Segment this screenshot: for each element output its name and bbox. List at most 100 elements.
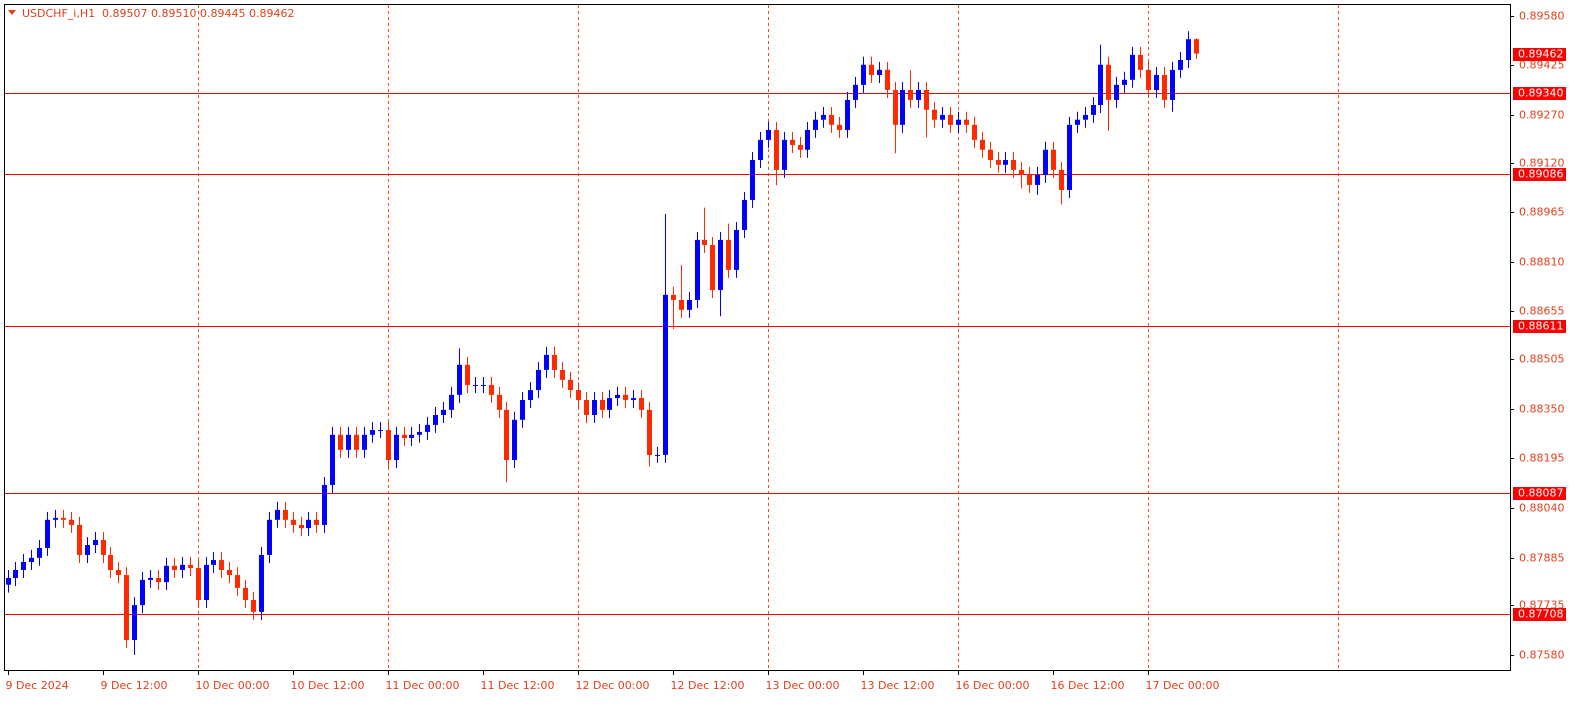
candle-body xyxy=(275,509,280,520)
candle-body xyxy=(1083,114,1088,120)
candle-body xyxy=(702,239,707,245)
candle-body xyxy=(1138,54,1143,70)
candle-body xyxy=(417,431,422,435)
candle-body xyxy=(204,564,209,601)
candle-body xyxy=(433,414,438,425)
candle-body xyxy=(1194,39,1199,54)
candle-body xyxy=(473,384,478,386)
candle-body xyxy=(148,577,153,580)
level-label: 0.89340 xyxy=(1518,87,1564,100)
candle-body xyxy=(267,519,272,555)
candle-body xyxy=(45,519,50,548)
x-tick-label: 11 Dec 00:00 xyxy=(386,679,460,692)
candle-body xyxy=(85,545,90,555)
candle-body xyxy=(766,129,771,140)
candle-body xyxy=(1146,69,1151,91)
x-tick-label: 10 Dec 00:00 xyxy=(196,679,270,692)
y-tick-label: 0.89425 xyxy=(1519,59,1565,72)
candle-body xyxy=(774,129,779,170)
x-tick-label: 12 Dec 12:00 xyxy=(671,679,745,692)
candle-body xyxy=(1059,169,1064,191)
candle-body xyxy=(69,519,74,525)
candle-body xyxy=(861,64,866,85)
candle-body xyxy=(322,484,327,525)
candle-body xyxy=(639,398,644,410)
x-tick-label: 16 Dec 12:00 xyxy=(1051,679,1125,692)
candle-body xyxy=(790,139,795,145)
candle-body xyxy=(306,519,311,529)
candle-body xyxy=(798,144,803,150)
y-tick-label: 0.88965 xyxy=(1519,206,1565,219)
candle-body xyxy=(996,159,1001,165)
candle-body xyxy=(980,139,985,150)
candle-body xyxy=(1019,169,1024,176)
candle-body xyxy=(988,149,993,160)
candle-body xyxy=(695,239,700,300)
candle-body xyxy=(1154,74,1159,91)
chart-title: USDCHF_i,H1 xyxy=(22,7,95,20)
candle-body xyxy=(77,524,82,555)
candle-body xyxy=(465,364,470,385)
candle-body xyxy=(156,577,161,583)
candle-body xyxy=(6,577,11,585)
candle-body xyxy=(687,299,692,310)
candle-body xyxy=(726,239,731,270)
candle-body xyxy=(893,90,898,125)
x-tick-label: 17 Dec 00:00 xyxy=(1146,679,1220,692)
candle-body xyxy=(402,434,407,439)
candle-body xyxy=(29,557,34,562)
candle-body xyxy=(813,119,818,130)
candle-body xyxy=(1178,59,1183,70)
candle-body xyxy=(409,434,414,439)
level-bg xyxy=(1513,487,1566,500)
candle-body xyxy=(140,579,145,606)
candle-body xyxy=(877,69,882,75)
candle-body xyxy=(758,139,763,160)
last-price-bg xyxy=(1513,48,1566,61)
header-values: 0.89507 0.89510 0.89445 0.89462 xyxy=(102,7,295,20)
candle-body xyxy=(520,399,525,420)
y-tick-label: 0.89270 xyxy=(1519,109,1565,122)
y-tick-label: 0.89580 xyxy=(1519,10,1565,23)
candle-body xyxy=(1067,124,1072,191)
candle-body xyxy=(370,430,375,435)
candle-body xyxy=(885,69,890,91)
candle-body xyxy=(821,114,826,120)
candle-body xyxy=(449,394,454,410)
x-tick-label: 12 Dec 00:00 xyxy=(576,679,650,692)
candle-body xyxy=(219,560,224,570)
level-label: 0.88087 xyxy=(1518,487,1564,500)
level-bg xyxy=(1513,168,1566,181)
candle-body xyxy=(196,568,201,601)
y-tick-label: 0.87580 xyxy=(1519,649,1565,662)
candle-body xyxy=(782,139,787,170)
candle-body xyxy=(93,539,98,546)
candle-body xyxy=(378,430,383,432)
candle-body xyxy=(710,244,715,291)
candle-body xyxy=(671,294,676,300)
candle-body xyxy=(607,398,612,410)
candle-body xyxy=(53,517,58,520)
candle-body xyxy=(948,114,953,125)
candle-body xyxy=(631,398,636,400)
y-tick-label: 0.88195 xyxy=(1519,452,1565,465)
candle-body xyxy=(108,554,113,570)
candle-body xyxy=(338,434,343,450)
candle-body xyxy=(1035,175,1040,185)
candle-body xyxy=(1051,149,1056,170)
candle-body xyxy=(1114,84,1119,100)
candle-body xyxy=(560,369,565,380)
candle-body xyxy=(330,434,335,485)
candle-body xyxy=(623,394,628,400)
candle-body xyxy=(235,575,240,588)
candle-body xyxy=(972,124,977,140)
level-bg xyxy=(1513,320,1566,333)
candle-body xyxy=(283,509,288,520)
candle-body xyxy=(576,390,581,400)
header-close: 0.89462 xyxy=(249,7,295,20)
x-tick-label: 13 Dec 12:00 xyxy=(861,679,935,692)
candle-body xyxy=(853,84,858,100)
candle-body xyxy=(180,564,185,570)
candle-body xyxy=(227,569,232,576)
